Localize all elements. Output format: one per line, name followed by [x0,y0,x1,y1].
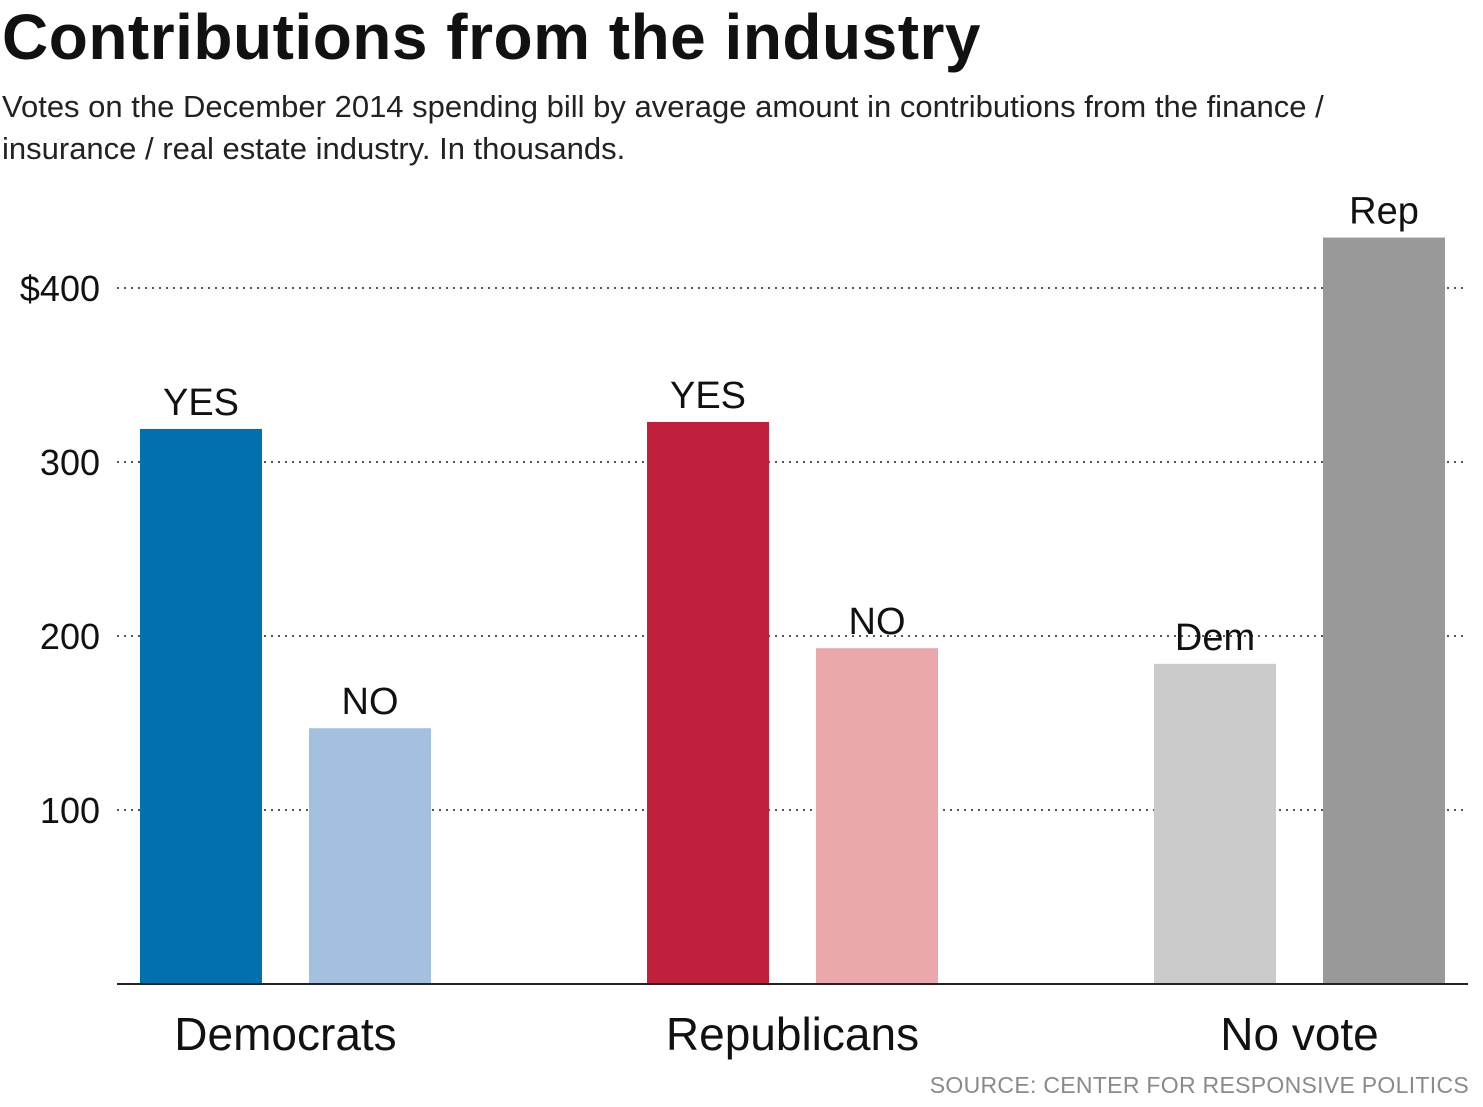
y-tick-label: 100 [40,790,100,831]
bar-democrats-no [309,728,431,984]
y-tick-label: $400 [20,268,100,309]
category-label-republicans: Republicans [666,1008,919,1060]
y-tick-label: 200 [40,616,100,657]
bar-no-vote-rep [1323,237,1445,985]
source-note: SOURCE: CENTER FOR RESPONSIVE POLITICS [929,1072,1469,1098]
bar-label-democrats-yes: YES [163,382,239,424]
bar-label-no-vote-rep: Rep [1349,191,1419,233]
bar-label-democrats-no: NO [342,681,399,723]
bar-republicans-no [816,648,938,984]
chart-title: Contributions from the industry [2,1,981,73]
category-label-democrats: Democrats [174,1008,396,1060]
bar-labels: YES NO YES NO Dem Rep [163,191,1419,724]
bars [140,237,1445,985]
chart-subtitle: Votes on the December 2014 spending bill… [2,89,1324,166]
y-tick-label: 300 [40,442,100,483]
category-label-no-vote: No vote [1220,1008,1379,1060]
axes: 100 200 300 $400 Democrats Republicans No vote [20,268,1468,1060]
bar-republicans-yes [647,421,769,985]
bar-label-republicans-no: NO [849,601,906,643]
bar-no-vote-dem [1154,663,1276,984]
bar-label-no-vote-dem: Dem [1175,617,1255,659]
bar-democrats-yes [140,428,262,984]
bar-label-republicans-yes: YES [670,375,746,417]
